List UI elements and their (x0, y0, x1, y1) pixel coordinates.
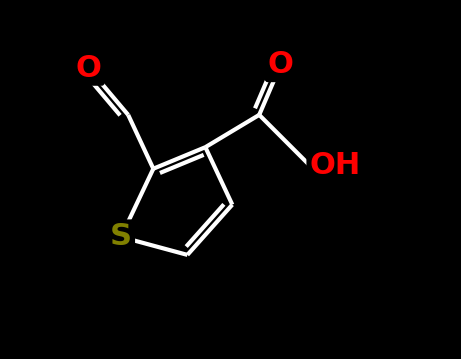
Text: O: O (268, 50, 294, 79)
Text: O: O (76, 54, 101, 83)
Text: OH: OH (309, 151, 361, 180)
Text: S: S (110, 223, 132, 251)
